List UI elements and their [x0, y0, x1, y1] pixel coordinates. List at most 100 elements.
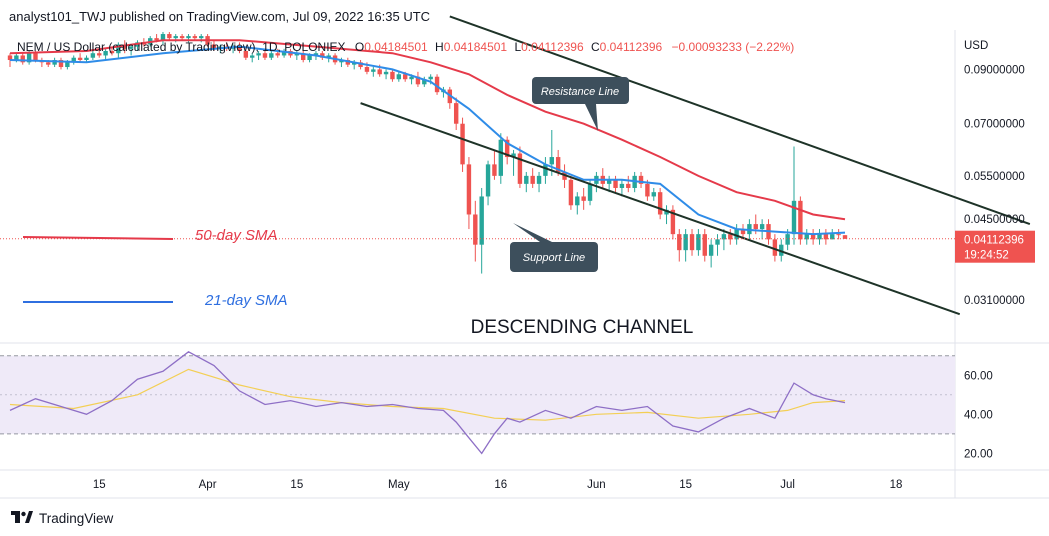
time-tick-label: 16 — [494, 479, 507, 491]
candle-body — [154, 38, 159, 41]
last-price-value: 0.04112396 — [964, 235, 1024, 247]
publisher-header: analyst101_TWJ published on TradingView.… — [9, 9, 430, 24]
candle-body — [307, 55, 312, 61]
candle-body — [269, 53, 274, 58]
candle-body — [568, 179, 574, 206]
resistance-line — [449, 15, 1031, 226]
candle-body — [702, 234, 707, 256]
candle-body — [543, 164, 548, 176]
candle-body — [320, 53, 325, 58]
candle-body — [351, 62, 357, 65]
candle-body — [186, 36, 191, 39]
rsi-scale[interactable]: 60.00 40.00 20.00 — [964, 370, 993, 460]
candle-body — [262, 53, 268, 58]
candle-body — [396, 74, 402, 80]
candle-body — [785, 234, 790, 245]
candle-body — [167, 34, 172, 39]
support-label: Support Line — [523, 252, 585, 264]
footer-brand: TradingView — [11, 508, 113, 528]
time-tick-label: May — [388, 479, 410, 491]
candle-body — [160, 34, 166, 41]
candle-body — [587, 183, 593, 201]
candle-body — [46, 62, 51, 65]
open-value: 0.04184501 — [364, 40, 428, 54]
currency-label: USD — [964, 40, 988, 52]
candle-body — [772, 239, 778, 256]
candle-body — [721, 234, 727, 240]
candle-body — [779, 244, 784, 256]
open-label: O — [355, 40, 364, 54]
candle-body — [708, 244, 714, 256]
candle-body — [237, 46, 242, 52]
candle-body — [823, 234, 829, 240]
candle-body — [511, 153, 516, 158]
main-pane[interactable] — [0, 30, 955, 342]
rsi-tick-label: 20.00 — [964, 448, 993, 460]
candle-body — [740, 229, 746, 235]
candle-body — [33, 53, 38, 61]
price-scale[interactable]: 0.09000000 0.07000000 0.05500000 0.04500000… — [964, 64, 1025, 306]
candles-group — [7, 32, 848, 274]
candle-body — [453, 103, 459, 124]
candle-body — [428, 76, 433, 80]
candle-body — [619, 183, 625, 188]
tradingview-logo-icon — [11, 510, 33, 526]
candle-body — [90, 53, 96, 58]
candle-body — [657, 192, 663, 215]
candle-body — [664, 209, 669, 215]
candle-body — [26, 53, 32, 63]
price-tag: 0.04112396 19:24:52 — [955, 230, 1035, 263]
candle-body — [84, 57, 89, 61]
price-tick-label: 0.04500000 — [964, 214, 1025, 226]
sma50-annotation: 50-day SMA — [195, 227, 278, 244]
candle-body — [275, 53, 280, 56]
resistance-label: Resistance Line — [541, 86, 619, 98]
high-value: 0.04184501 — [444, 40, 508, 54]
support-callout: Support Line — [510, 223, 598, 272]
candle-body — [575, 196, 580, 206]
candle-body — [791, 200, 797, 235]
candle-body — [645, 183, 650, 197]
rsi-ma-line — [9, 368, 846, 421]
sma21-line — [9, 45, 846, 236]
candle-body — [753, 224, 758, 230]
candle-body — [390, 71, 395, 80]
low-label: L — [514, 40, 521, 54]
candle-body — [549, 157, 554, 165]
candle-body — [371, 69, 376, 72]
price-tick-label: 0.09000000 — [964, 64, 1025, 76]
close-label: C — [591, 40, 600, 54]
candle-body — [492, 164, 497, 176]
candle-body — [759, 224, 765, 230]
candle-body — [689, 234, 695, 251]
candle-body — [65, 62, 70, 68]
sma50-legend-line — [22, 236, 174, 240]
candle-body — [677, 234, 682, 251]
time-tick-label: 15 — [93, 479, 106, 491]
resistance-callout: Resistance Line — [532, 77, 629, 131]
candle-body — [14, 55, 19, 61]
candle-body — [199, 36, 204, 39]
candle-body — [7, 55, 13, 61]
support-line — [360, 102, 961, 316]
candle-body — [683, 234, 688, 251]
candle-body — [434, 76, 440, 93]
candle-body — [626, 183, 631, 188]
time-scale[interactable]: 15 Apr 15 May 16 Jun 15 Jul 18 — [93, 479, 903, 491]
candle-body — [339, 60, 344, 63]
candle-body — [256, 53, 261, 56]
time-tick-label: 18 — [890, 479, 903, 491]
candle-body — [77, 57, 83, 61]
candle-body — [517, 153, 523, 184]
candle-body — [485, 164, 491, 197]
candle-body — [383, 71, 389, 75]
time-tick-label: Jun — [587, 479, 606, 491]
candle-body — [798, 200, 803, 240]
candle-body — [243, 51, 249, 58]
candle-body — [460, 123, 465, 165]
candle-body — [804, 234, 809, 240]
price-tick-label: 0.05500000 — [964, 171, 1025, 183]
candle-body — [250, 55, 255, 58]
candle-body — [97, 53, 102, 56]
